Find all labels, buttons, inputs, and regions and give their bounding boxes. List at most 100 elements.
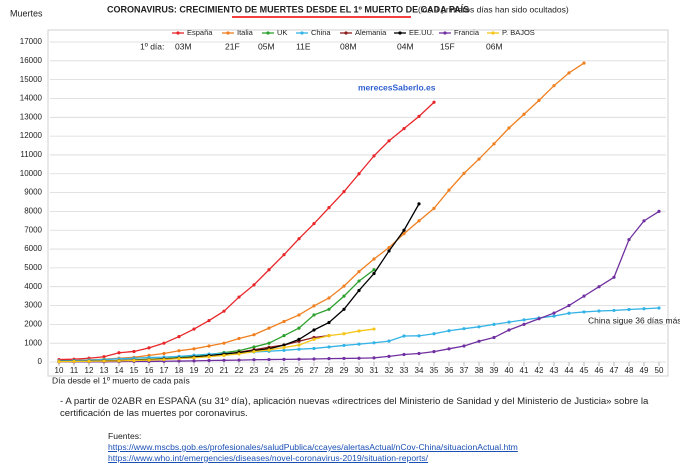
point	[372, 341, 376, 345]
point	[387, 139, 391, 143]
legend-label: UK	[277, 28, 287, 37]
source-link[interactable]: https://www.mscbs.gob.es/profesionales/s…	[108, 442, 518, 452]
point	[522, 322, 526, 326]
point	[447, 188, 451, 192]
x-tick-label: 19	[190, 366, 199, 375]
point	[492, 335, 496, 340]
point	[312, 304, 316, 308]
x-tick-label: 46	[595, 366, 604, 375]
point	[357, 356, 361, 360]
x-tick-label: 31	[370, 366, 379, 375]
point	[282, 343, 286, 347]
point	[252, 358, 256, 362]
first-day: 08M	[340, 41, 357, 51]
point	[462, 171, 466, 175]
first-day: 11E	[296, 41, 311, 51]
series-line	[58, 62, 585, 362]
point	[192, 356, 196, 360]
x-tick-label: 50	[655, 366, 664, 375]
point	[477, 339, 481, 343]
point	[117, 359, 121, 363]
point	[507, 320, 511, 324]
point	[537, 98, 541, 102]
point	[342, 356, 346, 361]
point	[657, 209, 661, 214]
point	[147, 355, 151, 360]
x-tick-label: 25	[280, 366, 289, 375]
point	[282, 334, 286, 338]
point	[207, 358, 211, 363]
point	[567, 303, 571, 308]
point	[192, 359, 196, 363]
point	[297, 343, 301, 347]
point	[522, 112, 526, 116]
y-tick-label: 10000	[20, 169, 43, 178]
y-tick-label: 1000	[24, 338, 42, 347]
x-tick-label: 11	[70, 366, 79, 375]
point	[207, 355, 211, 359]
point	[237, 295, 241, 299]
point	[372, 268, 376, 272]
point	[297, 357, 301, 361]
point	[447, 347, 451, 351]
legend-marker	[443, 31, 447, 35]
point	[642, 219, 646, 223]
point	[327, 345, 331, 349]
point	[522, 318, 526, 322]
y-tick-label: 3000	[24, 301, 42, 310]
x-tick-label: 23	[250, 366, 259, 375]
point	[327, 296, 331, 300]
note: - A partir de 02ABR en ESPAÑA (su 31º dí…	[60, 396, 649, 419]
chart-subtitle: (los 9 primeros días han sido ocultados)	[418, 4, 569, 14]
point	[462, 344, 466, 348]
y-tick-label: 11000	[20, 150, 42, 159]
x-tick-label: 13	[100, 366, 109, 375]
first-day: 21F	[225, 41, 240, 51]
point	[627, 238, 631, 242]
point	[417, 219, 421, 223]
point	[462, 327, 466, 331]
point	[477, 325, 481, 329]
point	[327, 307, 331, 311]
point	[57, 360, 61, 364]
legend-marker	[300, 31, 304, 35]
point	[132, 358, 136, 363]
point	[312, 337, 316, 342]
y-tick-label: 12000	[20, 131, 43, 140]
point	[612, 308, 616, 313]
point	[582, 61, 586, 65]
first-day: 04M	[397, 41, 414, 51]
x-tick-label: 28	[325, 366, 334, 375]
point	[387, 339, 391, 343]
x-tick-label: 18	[175, 366, 184, 375]
first-day: 03M	[175, 41, 192, 51]
point	[627, 307, 631, 312]
point	[372, 257, 376, 261]
point	[102, 355, 106, 359]
x-tick-label: 30	[355, 366, 364, 375]
point	[432, 100, 436, 104]
point	[552, 314, 556, 318]
legend-label: P. BAJOS	[502, 28, 535, 37]
sources-label: Fuentes:	[108, 431, 142, 441]
point	[342, 190, 346, 194]
source-link[interactable]: https://www.who.int/emergencies/diseases…	[108, 453, 429, 463]
point	[552, 311, 556, 315]
legend-marker	[398, 31, 402, 35]
point	[267, 348, 271, 352]
point	[297, 337, 301, 342]
point	[357, 288, 361, 293]
x-tick-label: 39	[490, 366, 499, 375]
x-tick-label: 16	[145, 366, 154, 375]
point	[342, 307, 346, 311]
point	[312, 346, 316, 351]
x-tick-label: 24	[265, 366, 274, 375]
y-tick-label: 17000	[20, 37, 43, 46]
point	[312, 313, 316, 317]
x-tick-label: 14	[115, 366, 124, 375]
x-tick-label: 44	[565, 366, 574, 375]
point	[342, 332, 346, 336]
point	[567, 71, 571, 75]
x-tick-label: 40	[505, 366, 514, 375]
point	[372, 327, 376, 331]
